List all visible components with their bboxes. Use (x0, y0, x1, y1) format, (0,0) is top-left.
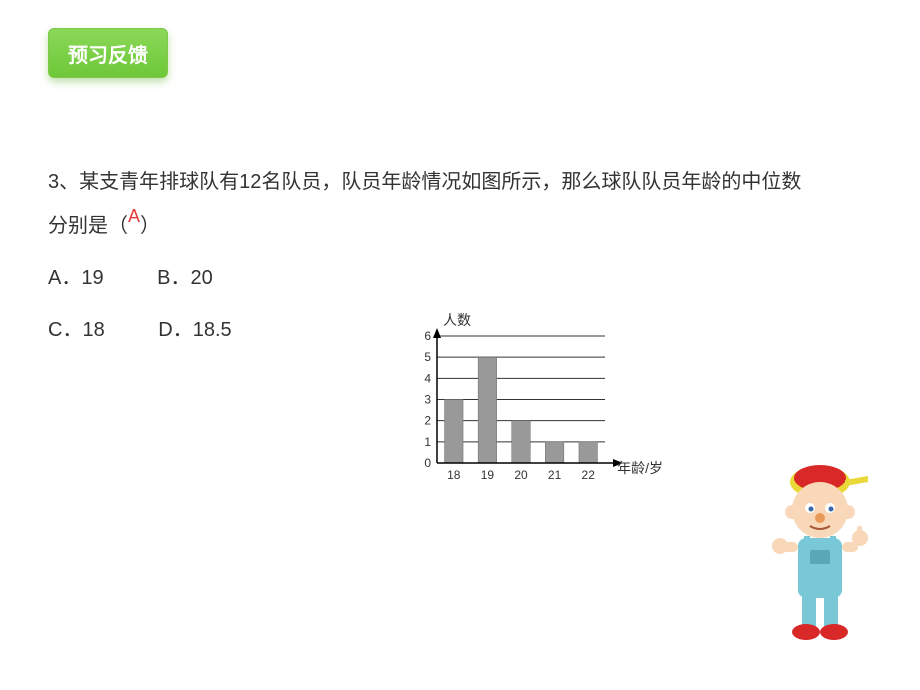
question-number: 3、 (48, 171, 79, 193)
svg-text:20: 20 (514, 468, 528, 482)
svg-text:19: 19 (481, 468, 495, 482)
option-a: A．19 (48, 256, 104, 300)
chart-svg: 0 1 2 3 4 5 6 18 19 20 21 22 (405, 328, 635, 493)
svg-text:22: 22 (582, 468, 596, 482)
question-line1: 3、某支青年排球队有12名队员，队员年龄情况如图所示，那么球队队员年龄的中位数 (48, 160, 872, 204)
svg-text:3: 3 (424, 393, 431, 407)
svg-text:6: 6 (424, 329, 431, 343)
option-b: B．20 (157, 256, 213, 300)
question-text-part1: 某支青年排球队有12名队员，队员年龄情况如图所示，那么球队队员年龄的中位数 (79, 171, 801, 193)
question-line2: 分别是（A） (48, 204, 872, 248)
svg-text:0: 0 (424, 456, 431, 470)
question-answer: A (128, 206, 140, 226)
svg-text:2: 2 (424, 414, 431, 428)
svg-text:4: 4 (424, 371, 431, 385)
option-d: D．18.5 (158, 308, 231, 352)
question-text-part3: ） (140, 215, 160, 237)
svg-text:21: 21 (548, 468, 562, 482)
header-button-label: 预习反馈 (68, 39, 148, 68)
chart-xlabel: 年龄/岁 (617, 458, 663, 478)
svg-text:18: 18 (447, 468, 461, 482)
bar-chart: 人数 01234561819202122 年龄/岁 (405, 310, 645, 500)
question-text-part2: 分别是（ (48, 215, 128, 237)
options-row-1: A．19 B．20 (48, 256, 872, 300)
svg-text:5: 5 (424, 350, 431, 364)
svg-text:1: 1 (424, 435, 431, 449)
chart-ylabel: 人数 (443, 310, 471, 330)
option-c: C．18 (48, 308, 105, 352)
preview-feedback-button: 预习反馈 (48, 28, 168, 78)
cartoon-character-icon (760, 450, 880, 650)
